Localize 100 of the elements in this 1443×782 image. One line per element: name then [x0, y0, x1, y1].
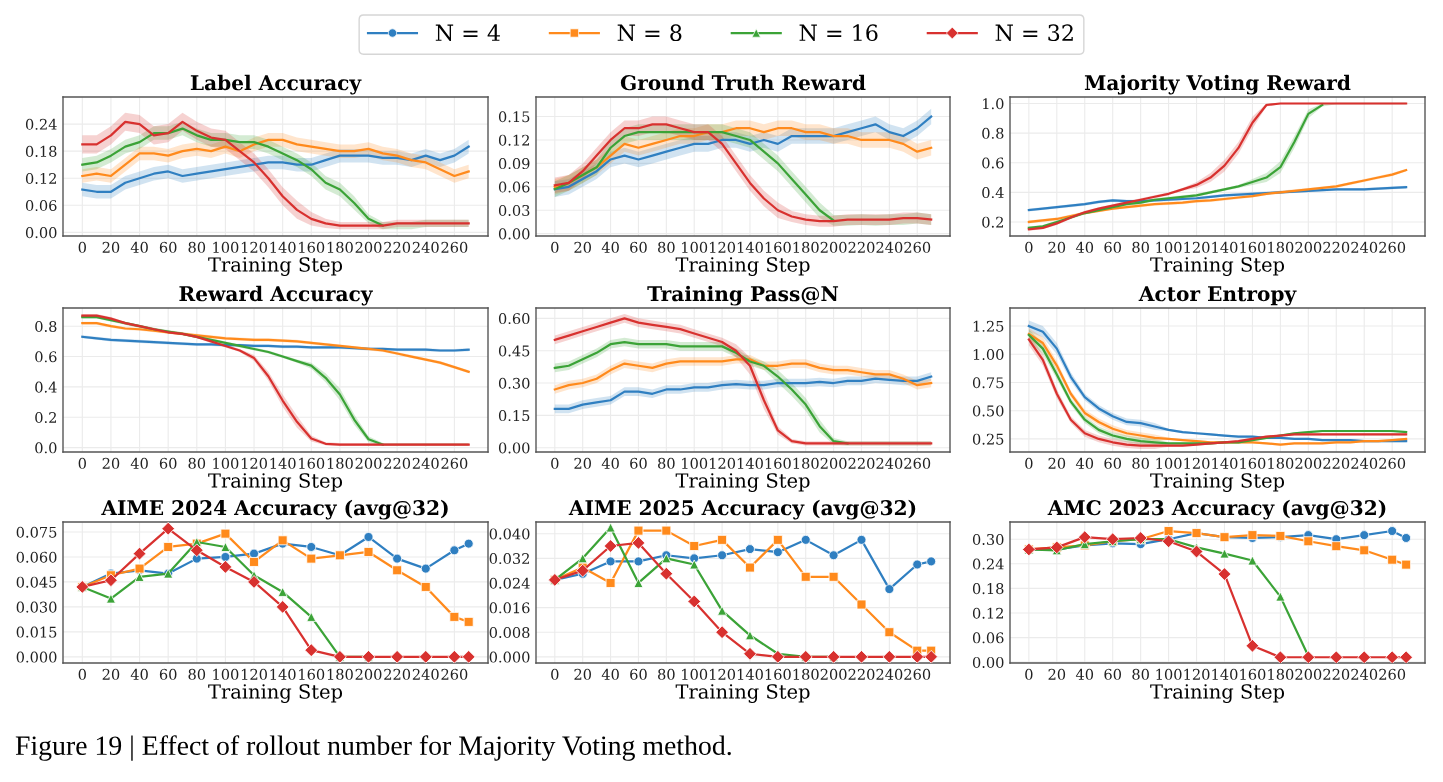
x-tick-label: 160 [765, 668, 791, 680]
x-tick-label: 200 [355, 457, 382, 469]
x-tick-label: 240 [876, 668, 903, 680]
legend-label: N = 16 [799, 24, 878, 42]
chart-title: Reward Accuracy [179, 285, 374, 306]
x-tick-label: 240 [412, 241, 439, 253]
x-tick-label: 220 [848, 241, 875, 253]
x-tick-label: 140 [737, 457, 763, 469]
x-tick-label: 20 [574, 241, 592, 253]
x-tick-label: 60 [1104, 241, 1122, 253]
x-axis-title: Training Step [1150, 257, 1285, 276]
x-tick-label: 220 [384, 241, 411, 253]
y-tick-label: 0.50 [972, 405, 1004, 417]
legend-label: N = 4 [435, 24, 500, 42]
x-tick-label: 260 [1379, 241, 1406, 253]
y-tick-label: 0.18 [972, 583, 1004, 595]
x-tick-label: 0 [551, 241, 559, 253]
x-tick-label: 60 [630, 668, 647, 680]
y-tick-label: 0.00 [498, 228, 530, 240]
y-tick-label: 0.4 [35, 381, 57, 393]
x-tick-label: 140 [737, 668, 763, 680]
x-tick-label: 120 [709, 457, 736, 469]
x-tick-label: 20 [1048, 668, 1066, 680]
y-tick-label: 0.25 [972, 433, 1004, 445]
x-tick-label: 120 [241, 457, 267, 469]
x-tick-label: 100 [1156, 241, 1182, 253]
chart-title: Ground Truth Reward [620, 74, 866, 91]
x-tick-label: 160 [765, 457, 791, 469]
x-tick-label: 180 [1268, 668, 1294, 680]
x-tick-label: 180 [327, 668, 353, 680]
x-tick-label: 140 [270, 668, 296, 680]
y-tick-label: 0.24 [25, 118, 57, 130]
x-tick-label: 120 [1184, 241, 1210, 253]
x-tick-label: 160 [1240, 668, 1266, 680]
x-tick-label: 160 [299, 457, 325, 469]
x-tick-label: 80 [658, 457, 675, 469]
x-tick-label: 140 [270, 241, 296, 253]
x-tick-label: 120 [1184, 668, 1210, 680]
x-tick-label: 40 [1075, 457, 1094, 469]
y-tick-label: 0.00 [972, 656, 1004, 668]
y-tick-label: 0.06 [25, 200, 57, 212]
x-tick-label: 0 [1025, 668, 1033, 680]
y-tick-label: 1.00 [973, 348, 1004, 361]
y-tick-label: 0.00 [498, 442, 530, 454]
x-tick-label: 260 [904, 241, 931, 253]
y-tick-label: 0.008 [489, 626, 530, 638]
x-tick-label: 20 [102, 668, 120, 680]
x-axis-title: Training Step [208, 257, 343, 276]
y-tick-label: 0.09 [498, 158, 530, 170]
x-axis-title: Training Step [675, 684, 810, 703]
chart-title: Actor Entropy [1138, 286, 1297, 306]
chart-title: AIME 2025 Accuracy (avg@32) [568, 499, 916, 520]
y-tick-label: 0.75 [972, 377, 1004, 389]
x-tick-label: 20 [1048, 457, 1066, 469]
y-tick-label: 0.8 [982, 127, 1004, 139]
x-tick-label: 240 [876, 241, 903, 253]
y-tick-label: 0.000 [16, 651, 57, 663]
y-tick-label: 0.030 [16, 601, 57, 613]
x-tick-label: 100 [1156, 668, 1182, 680]
x-axis-title: Training Step [1150, 473, 1285, 492]
x-tick-label: 120 [241, 241, 267, 253]
y-tick-label: 0.2 [35, 411, 57, 423]
x-tick-label: 20 [102, 457, 120, 469]
x-tick-label: 40 [601, 668, 619, 680]
x-tick-label: 180 [327, 241, 353, 253]
x-tick-label: 60 [1104, 668, 1122, 680]
y-tick-label: 1.0 [983, 98, 1004, 110]
y-tick-label: 1.25 [973, 320, 1004, 332]
y-tick-label: 0.30 [498, 377, 530, 389]
x-tick-label: 220 [1323, 668, 1350, 680]
y-tick-label: 0.6 [35, 351, 57, 363]
legend-label: N = 32 [995, 24, 1073, 42]
y-tick-label: 0.015 [16, 626, 57, 638]
x-tick-label: 0 [551, 668, 559, 680]
x-tick-label: 60 [630, 241, 647, 253]
x-tick-label: 0 [78, 457, 86, 469]
x-tick-label: 260 [1379, 668, 1406, 680]
y-tick-label: 0.4 [982, 187, 1004, 199]
x-tick-label: 240 [1351, 457, 1378, 469]
x-tick-label: 260 [904, 668, 931, 680]
x-tick-label: 240 [412, 457, 439, 469]
y-tick-label: 0.2 [982, 216, 1004, 228]
x-tick-label: 80 [658, 668, 675, 680]
x-tick-label: 240 [876, 457, 903, 469]
x-tick-label: 40 [601, 457, 619, 469]
x-tick-label: 180 [793, 457, 819, 469]
y-tick-label: 0.12 [25, 172, 57, 184]
chart-title: Label Accuracy [190, 74, 362, 95]
x-tick-label: 120 [709, 241, 736, 253]
x-tick-label: 0 [1025, 241, 1033, 253]
x-tick-label: 200 [1295, 668, 1322, 680]
legend-label: N = 8 [617, 24, 682, 42]
y-tick-label: 0.000 [489, 651, 530, 663]
y-tick-label: 0.075 [16, 526, 57, 538]
x-tick-label: 80 [658, 241, 675, 253]
x-tick-label: 80 [188, 668, 206, 680]
x-tick-label: 120 [709, 668, 736, 680]
x-tick-label: 80 [1132, 668, 1149, 680]
x-tick-label: 220 [1323, 241, 1350, 253]
x-tick-label: 260 [441, 668, 468, 680]
